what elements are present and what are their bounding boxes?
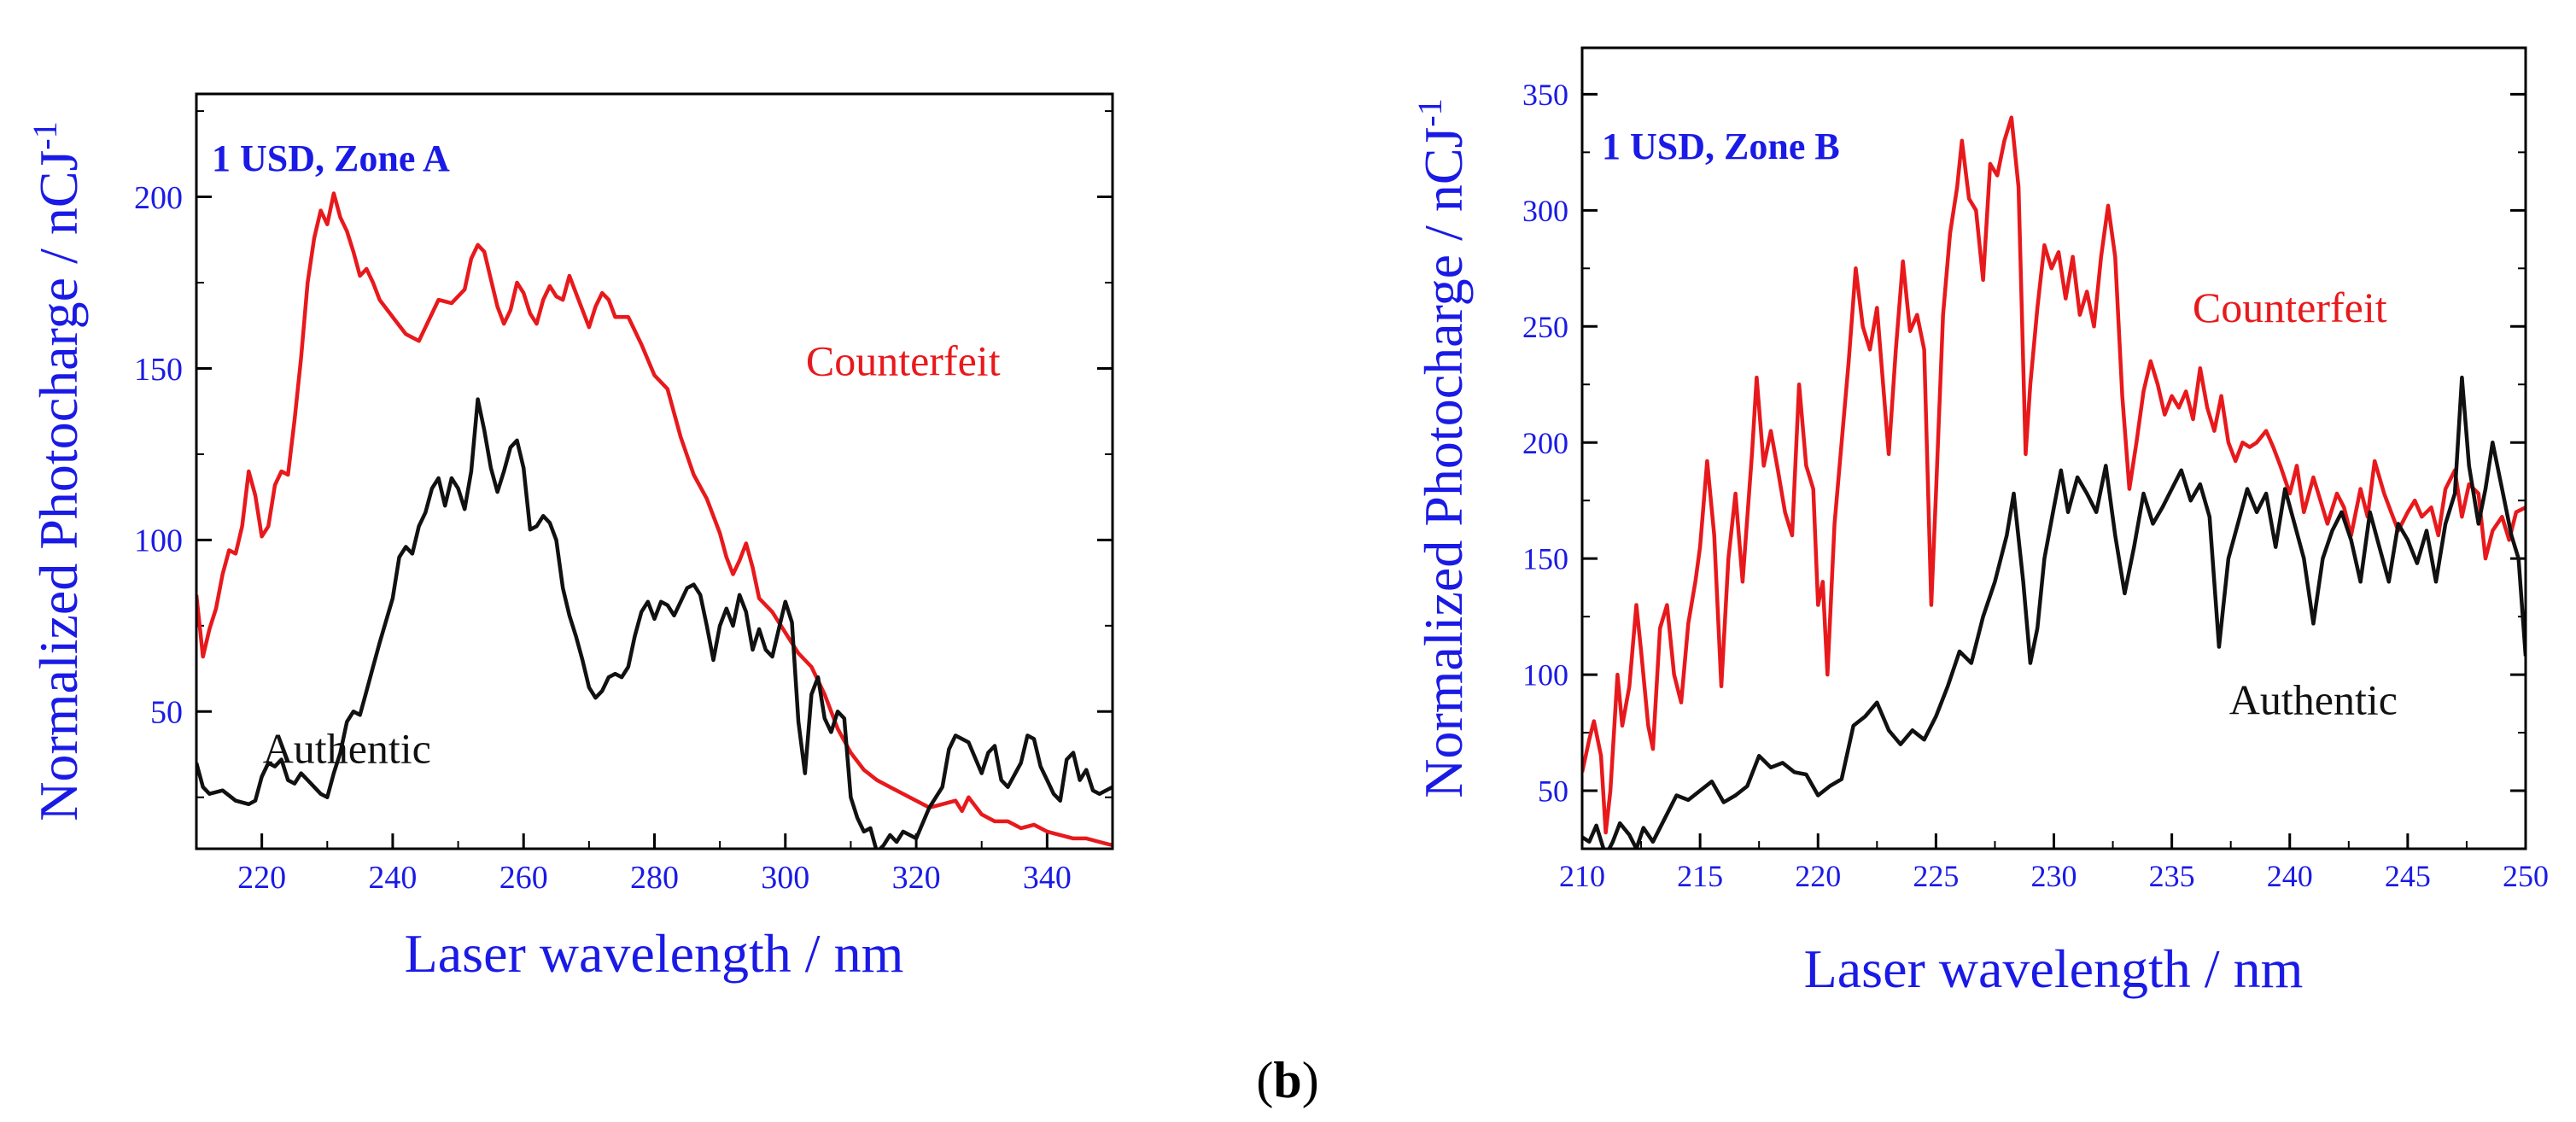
x-axis-label: Laser wavelength / nm (1804, 938, 2304, 999)
x-tick-label: 250 (2503, 859, 2549, 893)
x-tick-label: 280 (630, 860, 679, 896)
series-layer (1582, 115, 2526, 849)
x-tick-label: 245 (2385, 859, 2431, 893)
chart-title: 1 USD, Zone A (212, 137, 450, 179)
x-tick-label: 215 (1677, 859, 1723, 893)
series-layer (196, 191, 1113, 849)
caption-letter: b (1273, 1052, 1301, 1108)
y-tick-label: 150 (1522, 542, 1568, 576)
plot-frame (195, 92, 1114, 850)
series-line-counterfeit (196, 191, 1113, 848)
x-tick-label: 240 (368, 860, 417, 896)
series-label-counterfeit: Counterfeit (2193, 283, 2387, 331)
plot-frame (1580, 46, 2527, 850)
chart-panel-zone-b: 210 215 220 225 230 235 240 245 250 50 100 150 200 25… (1411, 46, 2549, 999)
caption-open: ( (1256, 1052, 1273, 1108)
tick-labels: 220 240 260 280 300 320 340 50 100 150 200 (134, 180, 1072, 896)
x-tick-label: 230 (2031, 859, 2077, 893)
series-label-counterfeit: Counterfeit (806, 336, 1001, 384)
y-axis-label: Normalized Photocharge / nCJ-1 (26, 121, 89, 821)
y-tick-label: 350 (1522, 78, 1568, 112)
series-labels: Counterfeit Authentic (2193, 283, 2398, 723)
y-tick-label: 300 (1522, 194, 1568, 228)
caption-close: ) (1302, 1052, 1319, 1108)
x-tick-label: 260 (499, 860, 548, 896)
x-tick-label: 220 (1795, 859, 1841, 893)
y-tick-label: 250 (1522, 310, 1568, 344)
x-tick-label: 235 (2149, 859, 2195, 893)
y-tick-label: 200 (134, 180, 183, 216)
y-tick-label: 150 (134, 352, 183, 388)
series-label-authentic: Authentic (263, 725, 431, 773)
y-axis-label: Normalized Photocharge / nCJ-1 (1411, 98, 1474, 798)
y-tick-label: 100 (134, 523, 183, 559)
y-tick-label: 50 (1538, 774, 1568, 809)
y-tick-label: 50 (150, 695, 183, 731)
series-line-counterfeit (1582, 115, 2526, 835)
y-axis-label-superscript: -1 (26, 121, 64, 149)
series-line-authentic (196, 397, 1113, 849)
x-tick-label: 340 (1023, 860, 1072, 896)
x-tick-label: 240 (2267, 859, 2313, 893)
y-axis-label-text: Normalized Photocharge / nCJ (1413, 127, 1474, 798)
tick-labels: 210 215 220 225 230 235 240 245 250 50 100 150 200 25… (1522, 78, 2549, 893)
y-axis-label-text: Normalized Photocharge / nCJ (28, 150, 89, 821)
x-tick-label: 225 (1913, 859, 1959, 893)
x-tick-label: 220 (237, 860, 286, 896)
axis-ticks (1580, 92, 2527, 850)
figure-caption: (b) (1256, 1052, 1318, 1108)
x-tick-label: 210 (1559, 859, 1605, 893)
chart-title: 1 USD, Zone B (1602, 126, 1840, 167)
x-tick-label: 300 (761, 860, 809, 896)
chart-panel-zone-a: 220 240 260 280 300 320 340 50 100 150 200 Counter… (26, 92, 1114, 984)
x-axis-label: Laser wavelength / nm (405, 923, 904, 984)
series-label-authentic: Authentic (2229, 675, 2398, 723)
y-tick-label: 200 (1522, 426, 1568, 460)
y-tick-label: 100 (1522, 658, 1568, 692)
series-labels: Counterfeit Authentic (263, 336, 1001, 772)
series-line-authentic (1582, 375, 2526, 849)
y-axis-label-superscript: -1 (1411, 98, 1449, 126)
x-tick-label: 320 (892, 860, 941, 896)
